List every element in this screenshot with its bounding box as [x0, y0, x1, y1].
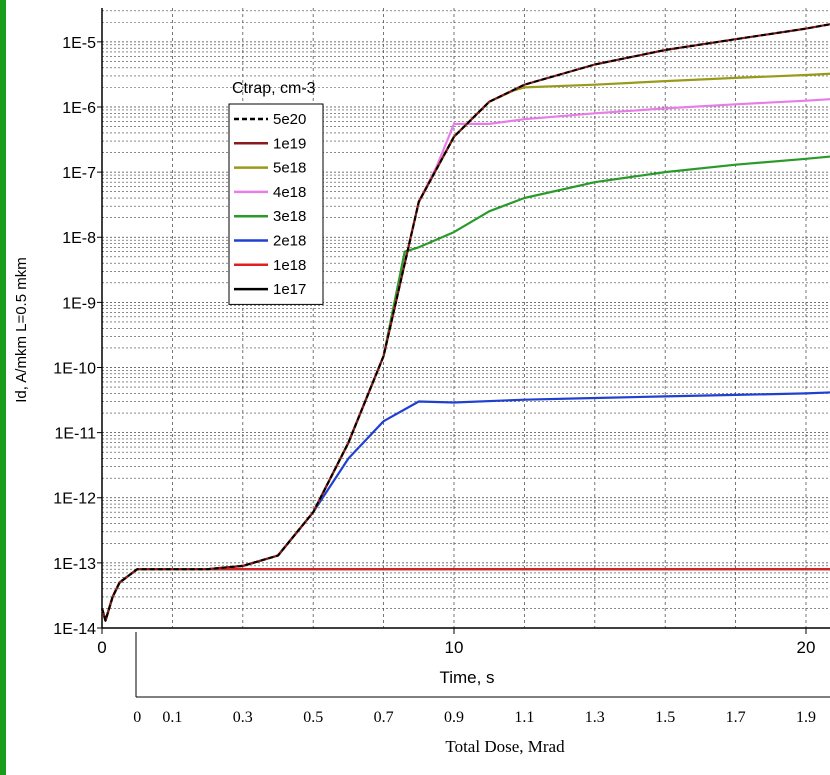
y-tick-label: 1E-7 [62, 165, 96, 182]
legend-box [228, 103, 324, 305]
y-tick-label: 1E-9 [62, 295, 96, 312]
series-line-1e17 [100, 568, 830, 622]
legend-label-4e18: 4e18 [273, 184, 306, 201]
y-tick-label: 1E-13 [53, 556, 96, 573]
y-axis-label: Id, A/mkm L=0.5 mkm [13, 257, 30, 402]
series-line-1e19 [100, 23, 830, 622]
x-tick-label: 20 [797, 638, 816, 657]
y-tick-label: 1E-8 [62, 230, 96, 247]
dose-axis-label: Total Dose, Mrad [445, 737, 565, 756]
y-tick-label: 1E-12 [53, 491, 96, 508]
x-tick-labels: 0 10 20 [97, 638, 815, 657]
axes [97, 8, 830, 634]
y-tick-label: 1E-5 [62, 35, 96, 52]
y-tick-label: 1E-10 [53, 360, 96, 377]
dose-tick-label: 1.3 [585, 709, 605, 726]
dose-tick-label: 1.1 [514, 709, 534, 726]
legend-label-1e19: 1e19 [273, 135, 306, 152]
chart: 1E-14 1E-13 1E-12 1E-11 1E-10 1E-9 1E-8 1E-7 1E-… [13, 8, 830, 756]
y-tick-label: 1E-14 [53, 621, 96, 638]
dose-tick-label: 0 [133, 709, 141, 726]
series-line-4e18 [100, 98, 830, 622]
legend-label-5e18: 5e18 [273, 160, 306, 177]
x-axis-label: Time, s [439, 668, 494, 687]
series-line-1e18 [100, 568, 830, 622]
series-line-5e18 [100, 72, 830, 622]
dose-tick-label: 0.3 [233, 709, 253, 726]
x-tick-label: 0 [97, 638, 106, 657]
series-lines [100, 23, 830, 622]
y-tick-label: 1E-11 [54, 426, 96, 443]
legend-label-1e18: 1e18 [273, 257, 306, 274]
legend: Ctrap, cm-3 5e20 1e19 5e18 4e18 3e18 2e18 1e18 1… [228, 80, 324, 305]
dose-tick-label: 1.9 [796, 709, 816, 726]
series-line-3e18 [100, 155, 830, 622]
series-line-5e20 [101, 23, 830, 622]
dose-axis: 00.10.30.50.70.91.11.31.51.71.92 [133, 632, 830, 726]
x-tick-label: 10 [445, 638, 464, 657]
dose-tick-label: 0.7 [374, 709, 394, 726]
dose-tick-label: 1.5 [655, 709, 675, 726]
dose-tick-label: 0.1 [162, 709, 182, 726]
dose-tick-label: 0.5 [303, 709, 323, 726]
series-line-2e18 [100, 391, 830, 622]
y-tick-labels: 1E-14 1E-13 1E-12 1E-11 1E-10 1E-9 1E-8 1E-7 1E-… [53, 35, 96, 638]
legend-label-2e18: 2e18 [273, 233, 306, 250]
legend-label-3e18: 3e18 [273, 208, 306, 225]
y-tick-label: 1E-6 [62, 100, 96, 117]
legend-label-1e17: 1e17 [273, 281, 306, 298]
legend-title: Ctrap, cm-3 [232, 80, 316, 97]
dose-tick-label: 1.7 [726, 709, 746, 726]
grid [102, 8, 830, 629]
dose-tick-label: 0.9 [444, 709, 464, 726]
legend-label-5e20: 5e20 [273, 111, 306, 128]
